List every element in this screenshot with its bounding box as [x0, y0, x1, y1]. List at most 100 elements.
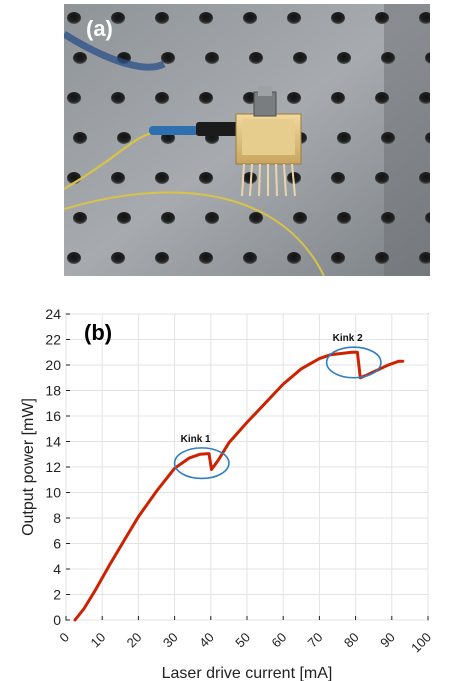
table-hole: [337, 132, 351, 144]
y-tick-label: 12: [45, 459, 61, 475]
chart-grid: [65, 313, 429, 621]
table-hole: [243, 252, 257, 264]
x-tick-label: 70: [305, 630, 326, 651]
chart: 0 10 20 30 40 50 60 70 80 90 100 02468101214161820…: [20, 306, 434, 681]
table-hole: [287, 92, 301, 104]
x-tick-label: 90: [377, 630, 398, 651]
y-tick-label: 20: [45, 357, 61, 373]
fiber-boot-blue: [149, 126, 199, 135]
x-tick-label: 10: [87, 630, 108, 651]
table-hole: [199, 172, 213, 184]
table-hole: [117, 132, 131, 144]
y-tick-label: 4: [53, 561, 61, 577]
table-hole: [337, 52, 351, 64]
table-hole: [381, 132, 395, 144]
table-hole: [249, 212, 263, 224]
table-hole: [67, 252, 81, 264]
y-tick-label: 0: [53, 612, 61, 628]
y-tick-label: 24: [45, 306, 61, 322]
table-hole: [249, 52, 263, 64]
x-tick-label: 100: [408, 630, 434, 656]
table-hole: [199, 92, 213, 104]
table-hole: [243, 12, 257, 24]
y-tick-label: 10: [45, 485, 61, 501]
table-hole: [73, 52, 87, 64]
table-hole: [205, 52, 219, 64]
annotation-ellipse: [325, 346, 382, 379]
annotation-ellipse: [173, 447, 230, 480]
x-tick-label: 30: [160, 630, 181, 651]
table-hole: [111, 12, 125, 24]
y-tick-label: 6: [53, 536, 61, 552]
table-hole: [287, 252, 301, 264]
photo-panel: (a): [64, 4, 430, 276]
package-lid: [242, 119, 295, 155]
chart-x-ticks: 0 10 20 30 40 50 60 70 80 90 100: [56, 616, 434, 655]
table-hole: [337, 212, 351, 224]
y-tick-label: 14: [45, 434, 61, 450]
x-tick-label: 0: [56, 630, 72, 646]
table-hole: [331, 172, 345, 184]
y-tick-label: 16: [45, 408, 61, 424]
photo-panel-label: (a): [86, 16, 113, 41]
y-tick-label: 22: [45, 332, 61, 348]
table-hole: [375, 92, 389, 104]
table-hole: [419, 92, 430, 104]
table-hole: [425, 52, 430, 64]
table-hole: [375, 12, 389, 24]
y-tick-label: 18: [45, 383, 61, 399]
x-tick-label: 40: [196, 630, 217, 651]
table-hole: [111, 252, 125, 264]
table-hole: [375, 252, 389, 264]
blue-fiber: [64, 31, 166, 71]
table-hole: [73, 212, 87, 224]
table-hole: [419, 252, 430, 264]
x-tick-label: 50: [232, 630, 253, 651]
chart-panel-label: (b): [84, 320, 112, 345]
table-hole: [293, 212, 307, 224]
x-tick-label: 20: [124, 630, 145, 651]
table-hole: [375, 172, 389, 184]
table-hole: [381, 52, 395, 64]
table-hole: [425, 132, 430, 144]
annotation-label: Kink 2: [333, 333, 363, 344]
table-hole: [161, 212, 175, 224]
x-tick-label: 60: [268, 630, 289, 651]
table-hole: [331, 252, 345, 264]
chart-annotations: Kink 1 Kink 2: [173, 333, 382, 480]
table-hole: [419, 12, 430, 24]
table-hole: [425, 212, 430, 224]
y-tick-label: 8: [53, 510, 61, 526]
table-hole: [155, 252, 169, 264]
table-hole: [381, 212, 395, 224]
table-hole: [199, 252, 213, 264]
table-hole: [111, 92, 125, 104]
table-hole: [243, 172, 257, 184]
table-hole: [419, 172, 430, 184]
table-hole: [155, 12, 169, 24]
table-hole: [67, 12, 81, 24]
y-tick-label: 2: [53, 587, 61, 603]
table-hole: [73, 132, 87, 144]
table-hole: [199, 12, 213, 24]
annotation-label: Kink 1: [181, 434, 211, 445]
x-tick-label: 80: [341, 630, 362, 651]
table-hole: [293, 52, 307, 64]
x-axis-label: Laser drive current [mA]: [162, 665, 333, 681]
y-axis-label: Output power [mW]: [20, 398, 37, 536]
table-hole: [205, 212, 219, 224]
table-hole: [155, 92, 169, 104]
rf-connector-top: [258, 86, 272, 96]
yellow-fiber-loop: [64, 191, 325, 276]
table-hole: [155, 172, 169, 184]
table-hole: [117, 212, 131, 224]
table-hole: [331, 92, 345, 104]
table-hole: [67, 92, 81, 104]
fiber-boot-black: [196, 122, 241, 136]
package-pins: [241, 163, 296, 197]
table-hole: [287, 12, 301, 24]
table-hole: [161, 52, 175, 64]
table-hole: [111, 172, 125, 184]
table-hole: [331, 12, 345, 24]
